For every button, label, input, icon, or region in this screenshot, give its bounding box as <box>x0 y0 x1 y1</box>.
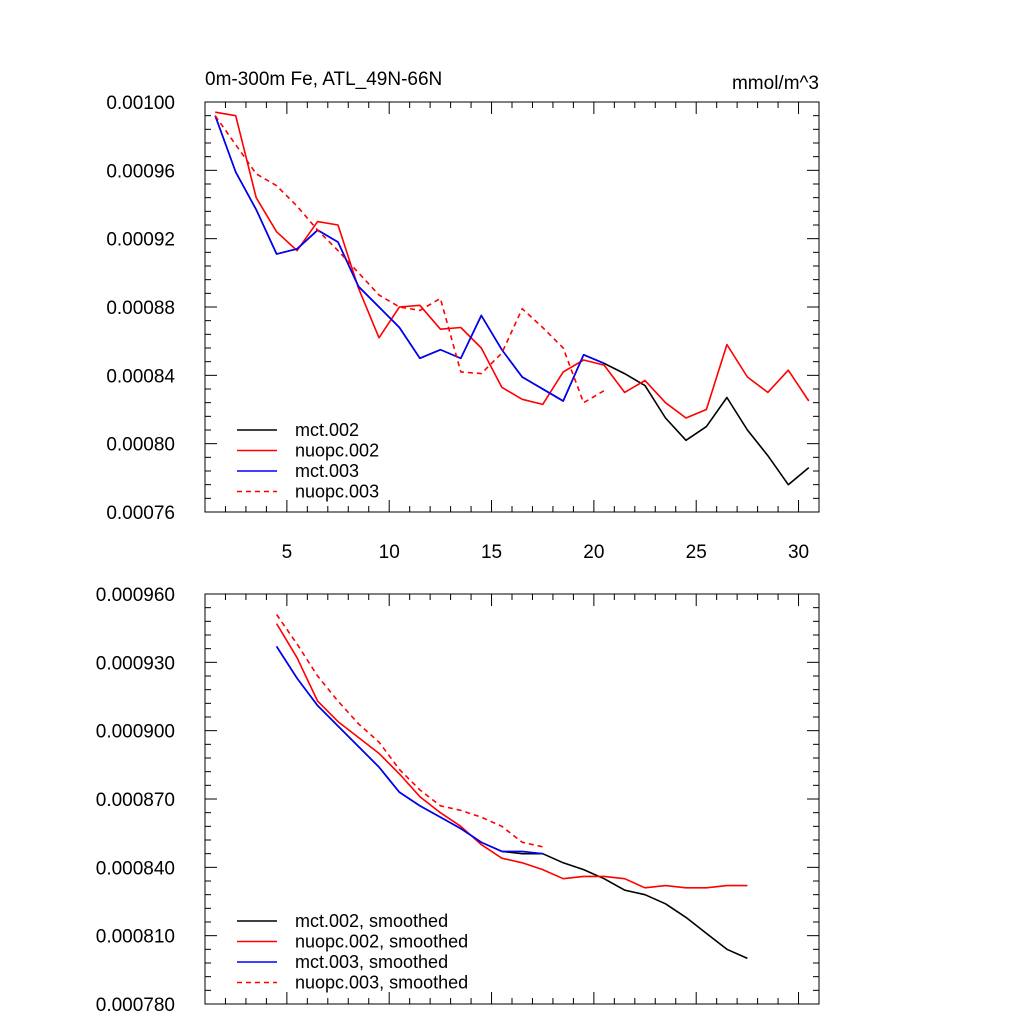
legend-label: nuopc.002, smoothed <box>295 932 468 952</box>
chart-units-label: mmol/m^3 <box>732 73 819 94</box>
x-tick-label: 20 <box>583 542 604 563</box>
x-tick-label: 10 <box>379 542 400 563</box>
y-tick-label: 0.000780 <box>96 995 175 1016</box>
y-tick-label: 0.00100 <box>106 93 175 114</box>
y-tick-label: 0.000870 <box>96 790 175 811</box>
series-line-mct-003-smoothed <box>275 645 543 855</box>
x-tick-label: 30 <box>788 542 809 563</box>
y-tick-label: 0.00096 <box>106 161 175 182</box>
y-tick-label: 0.000900 <box>96 722 175 743</box>
series-line-nuopc-003-smoothed <box>275 614 543 848</box>
y-tick-label: 0.00080 <box>106 435 175 456</box>
legend-label: mct.002 <box>295 420 359 440</box>
chart-panel-2: 0.000780 0.000810 0.000840 0.000870 0.000900… <box>96 585 820 1016</box>
y-tick-label: 0.00092 <box>106 230 175 251</box>
legend-label: mct.003 <box>295 461 359 481</box>
series-line-mct-003 <box>214 115 605 402</box>
series-line-nuopc-002-smoothed <box>275 623 748 889</box>
y-tick-label: 0.000930 <box>96 653 175 674</box>
x-tick-label: 15 <box>481 542 502 563</box>
y-tick-label: 0.000840 <box>96 858 175 879</box>
series-line-nuopc-002 <box>215 111 810 419</box>
legend-label: nuopc.003, smoothed <box>295 973 468 993</box>
x-tick-label: 5 <box>282 542 293 563</box>
x-tick-label: 25 <box>686 542 707 563</box>
chart-title: 0m-300m Fe, ATL_49N-66N <box>205 69 442 90</box>
legend-label: mct.003, smoothed <box>295 952 448 972</box>
y-tick-label: 0.00088 <box>106 298 175 319</box>
y-tick-label: 0.00084 <box>106 366 175 387</box>
y-tick-label: 0.000960 <box>96 585 175 606</box>
chart-panel-1: 5 10 15 20 25 30 0.00076 0.00080 0.00084 0.00088 0… <box>106 69 820 563</box>
y-tick-label: 0.000810 <box>96 927 175 948</box>
legend-label: nuopc.002 <box>295 441 379 461</box>
legend-label: nuopc.003 <box>295 482 379 502</box>
legend-label: mct.002, smoothed <box>295 911 448 931</box>
y-tick-label: 0.00076 <box>106 503 175 524</box>
series-line-nuopc-003 <box>214 115 605 404</box>
